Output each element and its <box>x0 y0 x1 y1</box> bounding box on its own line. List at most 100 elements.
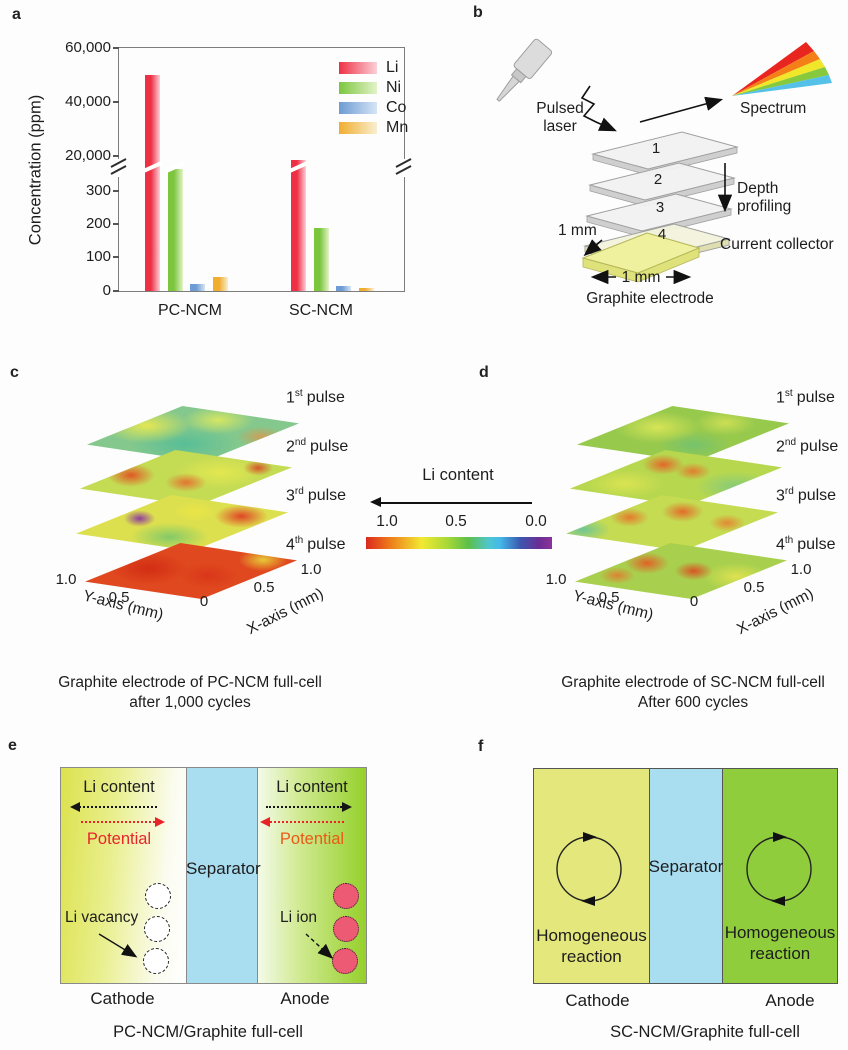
graphite-electrode-label: Graphite electrode <box>586 290 714 307</box>
potential-arrow <box>270 821 344 823</box>
pulse-label-3: 3rd pulse <box>776 486 837 505</box>
x-category-label: PC-NCM <box>158 302 222 319</box>
plate-number-3: 3 <box>655 199 665 216</box>
li-vacancy-circle <box>145 883 171 909</box>
legend-label: Mn <box>386 119 409 136</box>
bar-PC-NCM-Ni <box>167 169 183 291</box>
homogeneous-reaction-label: Homogeneous reaction <box>724 923 836 963</box>
y-tick: 60,000 <box>65 39 111 56</box>
bar-SC-NCM-Co <box>336 285 351 291</box>
li-ion-pointer-icon <box>305 933 334 959</box>
potential-label: Potential <box>86 830 152 848</box>
x-tick: 0 <box>689 593 699 610</box>
separator-label: Separator <box>648 857 724 876</box>
panel-e-caption: PC-NCM/Graphite full-cell <box>113 1023 303 1041</box>
legend-swatch-co <box>339 102 377 114</box>
bar-SC-NCM-Li <box>291 160 306 291</box>
bottom-scale-label: 1 mm <box>621 269 661 286</box>
pulsed-laser-label: Pulsed laser <box>536 100 584 135</box>
colorbar-arrow <box>380 502 532 504</box>
separator-column <box>649 769 723 983</box>
left-arrow-icon <box>70 801 80 812</box>
li-content-arrow <box>79 806 157 808</box>
colorbar-tick: 0.0 <box>525 513 547 530</box>
pulsed-laser-icon <box>496 38 553 102</box>
right-arrow-icon <box>342 801 352 812</box>
separator-column <box>186 768 258 983</box>
axis-tick-mark <box>113 223 119 225</box>
bars-layer <box>113 47 404 292</box>
y-tick: 0.5 <box>108 589 130 606</box>
x-axis-title: X-axis (mm) <box>244 585 327 639</box>
bar-chart: 60,000 40,000 20,000 300 200 100 0 Li Ni <box>65 39 412 319</box>
li-ion-circle <box>333 883 359 909</box>
legend-item-ni: Ni <box>339 79 401 96</box>
li-vacancy-circle <box>143 948 169 974</box>
legend-item-li: Li <box>339 59 398 76</box>
li-vacancy-label: Li vacancy <box>65 909 139 926</box>
li-ion-circle <box>333 916 359 942</box>
axis-tick-mark <box>113 155 119 157</box>
li-ion-label: Li ion <box>280 909 318 926</box>
potential-label: Potential <box>279 830 345 848</box>
y-tick: 200 <box>85 215 111 232</box>
y-tick: 40,000 <box>65 93 111 110</box>
x-axis-title: X-axis (mm) <box>734 585 817 639</box>
panel-e-letter: e <box>8 737 17 754</box>
y-tick: 1.0 <box>55 571 77 588</box>
legend-swatch-li <box>339 62 377 74</box>
plate-number-2: 2 <box>653 171 663 188</box>
legend-swatch-mn <box>339 122 377 134</box>
x-tick: 0 <box>199 593 209 610</box>
y-tick: 300 <box>85 182 111 199</box>
bar-SC-NCM-Mn <box>358 288 374 291</box>
right-arrow-icon <box>155 816 165 827</box>
potential-arrow <box>81 821 155 823</box>
y-tick: 0 <box>102 282 111 299</box>
pulse-label-4: 4th pulse <box>776 535 836 554</box>
li-content-label: Li content <box>276 778 348 796</box>
x-tick: 0.5 <box>743 579 765 596</box>
colorbar-title: Li content <box>422 466 494 484</box>
colorbar-gradient <box>366 537 552 549</box>
colorbar-tick: 1.0 <box>376 513 398 530</box>
y-tick: 100 <box>85 248 111 265</box>
homogeneous-reaction-label: Homogeneous reaction <box>536 926 647 966</box>
y-tick: 20,000 <box>65 147 111 164</box>
colorbar: Li content 1.0 0.5 0.0 <box>352 466 567 558</box>
laser-setup-graphic <box>496 38 832 285</box>
legend-label: Co <box>386 99 407 116</box>
laser-zigzag-icon <box>580 85 617 132</box>
heatmap-stack-sc: 1st pulse 2nd pulse 3rd pulse 4th pulse 1.0 … <box>530 385 848 720</box>
cell-box: Li content Potential Li content Potentia… <box>60 767 367 984</box>
x-tick: 1.0 <box>300 561 322 578</box>
sc-ncm-cell-schematic: Separator Homogeneous reaction Homogeneo… <box>520 755 848 1050</box>
pulse-label-4: 4th pulse <box>286 535 346 554</box>
y-tick: 1.0 <box>545 571 567 588</box>
pointer-arrows <box>98 933 334 959</box>
panel-f-letter: f <box>478 738 484 755</box>
x-category-label: SC-NCM <box>289 302 353 319</box>
colorbar-tick: 0.5 <box>445 513 467 530</box>
pulse-label-1: 1st pulse <box>776 388 835 407</box>
left-arrow-icon <box>260 816 270 827</box>
anode-region <box>723 769 837 983</box>
side-scale-arrow-icon <box>583 239 603 257</box>
y-tick: 0.5 <box>598 589 620 606</box>
y-axis-label: Concentration (ppm) <box>26 94 45 246</box>
panel-b-letter: b <box>473 4 483 21</box>
heatmap-layer-pulse3 <box>76 495 288 551</box>
pulse-label-2: 2nd pulse <box>776 437 839 456</box>
side-scale-label: 1 mm <box>558 222 597 239</box>
x-tick: 0.5 <box>253 579 275 596</box>
laser-setup-diagram: Pulsed laser Spectrum 1 2 3 4 Depth prof… <box>440 30 845 320</box>
panel-f-caption: SC-NCM/Graphite full-cell <box>610 1023 800 1041</box>
pc-ncm-cell-schematic: Li content Potential Li content Potentia… <box>50 755 390 1050</box>
panel-d-letter: d <box>479 364 489 381</box>
li-vacancy-pointer-icon <box>98 933 138 958</box>
depth-profiling-label: Depth profiling <box>737 180 792 215</box>
bar-SC-NCM-Ni <box>313 228 329 291</box>
cathode-region <box>534 769 649 983</box>
li-ion-circle <box>332 948 358 974</box>
